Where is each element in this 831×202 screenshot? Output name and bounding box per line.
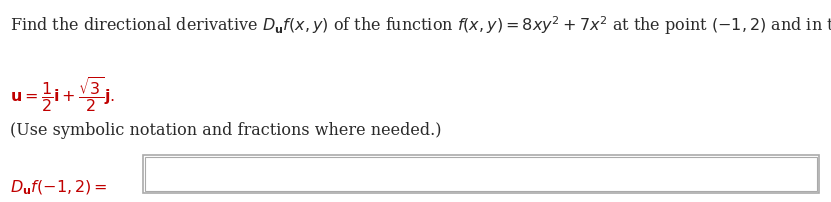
FancyBboxPatch shape — [145, 158, 817, 191]
Text: Find the directional derivative $D_{\mathbf{u}}f(x, y)$ of the function $f(x, y): Find the directional derivative $D_{\mat… — [10, 14, 831, 37]
FancyBboxPatch shape — [143, 155, 819, 193]
Text: (Use symbolic notation and fractions where needed.): (Use symbolic notation and fractions whe… — [10, 121, 441, 138]
Text: $\mathbf{u} = \dfrac{1}{2}\mathbf{i} + \dfrac{\sqrt{3}}{2}\mathbf{j}.$: $\mathbf{u} = \dfrac{1}{2}\mathbf{i} + \… — [10, 75, 115, 114]
Text: $D_{\mathbf{u}}f(-1, 2) = $: $D_{\mathbf{u}}f(-1, 2) = $ — [10, 178, 108, 196]
